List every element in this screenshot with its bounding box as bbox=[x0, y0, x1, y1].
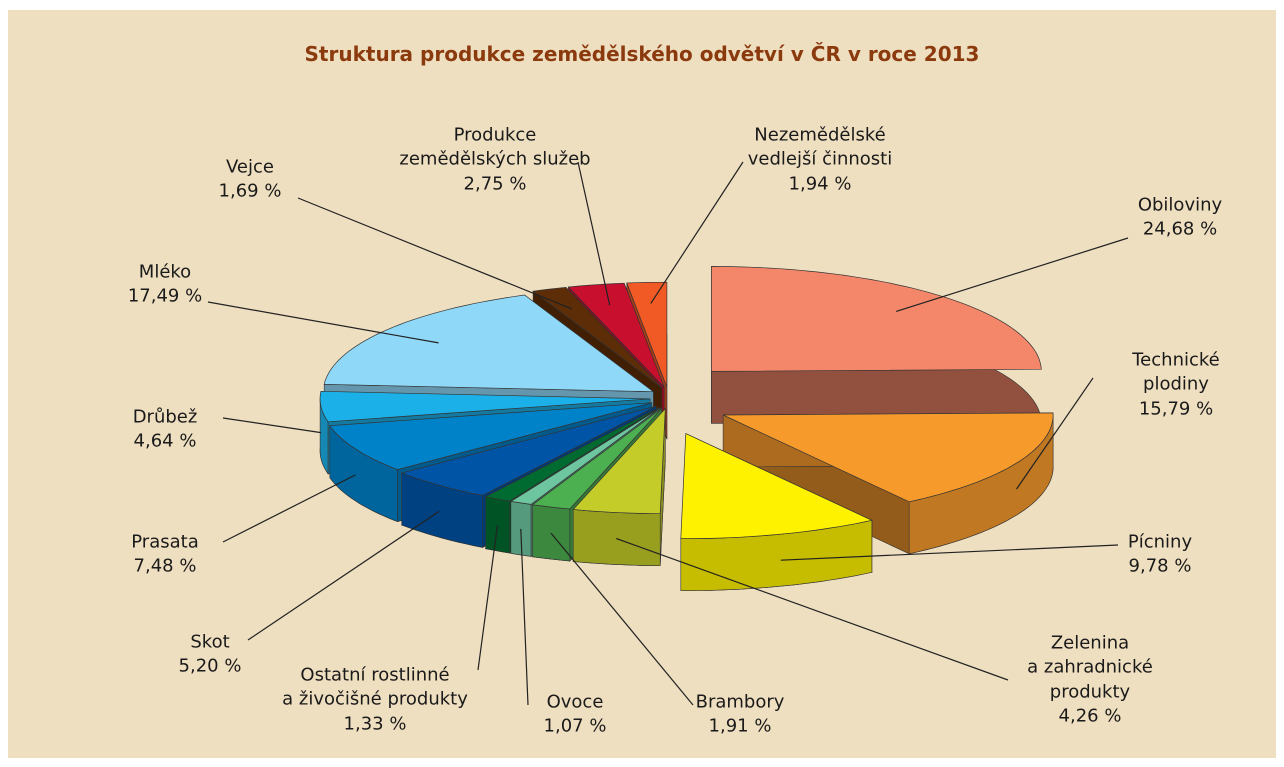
category-label: Produkce zemědělských služeb bbox=[399, 124, 591, 170]
slice bbox=[680, 433, 873, 539]
slice bbox=[531, 407, 663, 510]
leader-line bbox=[247, 510, 440, 641]
value-label: 1,33 % bbox=[343, 713, 407, 735]
value-label: 17,49 % bbox=[127, 286, 203, 307]
leader-line bbox=[1016, 377, 1094, 490]
value-label: 7,48 % bbox=[133, 556, 197, 577]
leader-line bbox=[222, 474, 356, 543]
value-label: 9,78 % bbox=[1128, 556, 1192, 577]
slice-label: Produkce zemědělských služeb 2,75 % bbox=[399, 124, 590, 197]
slice bbox=[722, 412, 1054, 503]
value-label: 5,20 % bbox=[178, 656, 242, 677]
slice-label: Pícniny 9,78 % bbox=[1128, 531, 1192, 580]
slice bbox=[400, 405, 657, 496]
category-label: Zelenina a zahradnické produkty bbox=[1027, 632, 1153, 702]
category-label: Nezemědělské vedlejší činnosti bbox=[747, 124, 893, 170]
slice bbox=[484, 407, 660, 502]
slice-label: Vejce 1,69 % bbox=[219, 156, 282, 205]
leader-line bbox=[616, 537, 1009, 681]
category-label: Obiloviny bbox=[1137, 194, 1223, 216]
value-label: 1,69 % bbox=[218, 181, 282, 202]
category-label: Technické plodiny bbox=[1132, 349, 1220, 395]
slice-wall bbox=[485, 496, 510, 554]
slice bbox=[329, 402, 652, 470]
slice-label: Ostatní rostlinné a živočišné produkty 1,… bbox=[282, 664, 468, 737]
leader-line bbox=[297, 197, 573, 310]
chart: Struktura produkce zemědělského odvětví … bbox=[8, 10, 1276, 758]
category-label: Ostatní rostlinné a živočišné produkty bbox=[282, 664, 468, 710]
value-label: 4,26 % bbox=[1058, 705, 1122, 727]
slice-label: Brambory 1,91 % bbox=[696, 691, 785, 740]
slice-wall bbox=[532, 504, 571, 562]
slice bbox=[626, 281, 668, 388]
value-label: 2,75 % bbox=[463, 173, 527, 195]
leader-line bbox=[550, 532, 694, 706]
slice-label: Drůbež 4,64 % bbox=[133, 406, 198, 455]
slice-wall bbox=[572, 509, 661, 567]
value-label: 1,07 % bbox=[543, 716, 607, 737]
slice bbox=[319, 390, 651, 423]
pie-canvas bbox=[207, 161, 1129, 706]
leader-line bbox=[520, 528, 529, 706]
leader-line bbox=[577, 161, 611, 306]
chart-title: Struktura produkce zemědělského odvětví … bbox=[304, 42, 980, 66]
slice bbox=[509, 407, 661, 505]
slice bbox=[532, 287, 663, 389]
leader-line bbox=[896, 237, 1129, 312]
slice-label: Mléko 17,49 % bbox=[128, 261, 202, 310]
slice-label: Prasata 7,48 % bbox=[131, 531, 198, 580]
leader-line bbox=[477, 524, 499, 671]
leader-line bbox=[650, 161, 744, 304]
slice-label: Ovoce 1,07 % bbox=[544, 691, 607, 740]
value-label: 24,68 % bbox=[1142, 219, 1218, 240]
slice bbox=[711, 266, 1042, 372]
slice-label: Nezemědělské vedlejší činnosti 1,94 % bbox=[748, 124, 893, 197]
category-label: Vejce bbox=[226, 156, 274, 178]
leader-line bbox=[222, 417, 322, 434]
slice bbox=[572, 407, 666, 515]
category-label: Ovoce bbox=[546, 691, 604, 713]
category-label: Prasata bbox=[131, 531, 199, 553]
category-label: Mléko bbox=[138, 261, 192, 283]
category-label: Pícniny bbox=[1127, 531, 1193, 553]
leader-line bbox=[780, 544, 1119, 561]
value-label: 15,79 % bbox=[1138, 398, 1214, 420]
leader-line bbox=[207, 301, 439, 344]
slice bbox=[323, 294, 655, 393]
category-label: Skot bbox=[190, 631, 230, 653]
value-label: 1,91 % bbox=[708, 716, 772, 737]
slice bbox=[567, 282, 665, 388]
category-label: Drůbež bbox=[132, 406, 198, 428]
slice-label: Technické plodiny 15,79 % bbox=[1126, 349, 1226, 422]
slice-label: Zelenina a zahradnické produkty 4,26 % bbox=[997, 631, 1183, 728]
value-label: 1,94 % bbox=[788, 173, 852, 195]
slice-label: Skot 5,20 % bbox=[179, 631, 242, 680]
value-label: 4,64 % bbox=[133, 431, 197, 452]
category-label: Brambory bbox=[695, 691, 785, 713]
slice-label: Obiloviny 24,68 % bbox=[1138, 194, 1222, 243]
